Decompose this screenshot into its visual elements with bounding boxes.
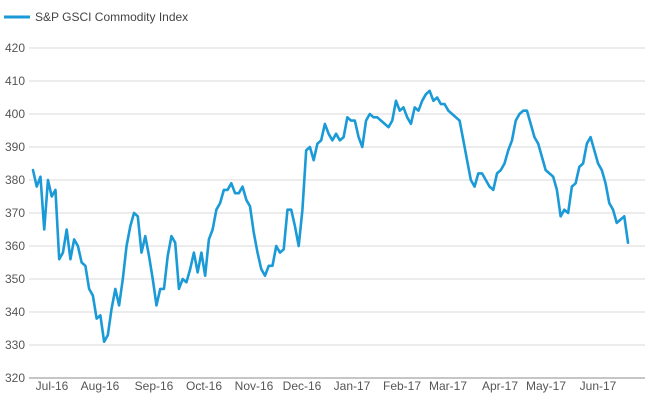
x-tick-label: May-17 (526, 379, 566, 393)
y-tick-label: 360 (5, 239, 25, 253)
legend: S&P GSCI Commodity Index (4, 10, 188, 24)
y-tick-label: 410 (5, 74, 25, 88)
x-tick-label: Apr-17 (482, 379, 518, 393)
legend-label: S&P GSCI Commodity Index (35, 10, 188, 24)
y-tick-label: 380 (5, 173, 25, 187)
y-axis-ticks: 320 330 340 350 360 370 380 390 400 410 420 (5, 41, 25, 385)
y-tick-label: 370 (5, 206, 25, 220)
y-tick-label: 340 (5, 305, 25, 319)
x-tick-label: Jan-17 (334, 379, 371, 393)
y-tick-label: 420 (5, 41, 25, 55)
x-tick-label: Jul-16 (36, 379, 69, 393)
x-tick-label: Sep-16 (135, 379, 174, 393)
y-tick-label: 350 (5, 272, 25, 286)
x-tick-label: Jun-17 (580, 379, 617, 393)
x-tick-label: Oct-16 (186, 379, 222, 393)
series-layer (31, 89, 630, 344)
x-tick-label: Aug-16 (81, 379, 120, 393)
y-tick-label: 390 (5, 140, 25, 154)
gridlines (29, 47, 645, 346)
series-line (31, 89, 630, 344)
x-tick-label: Nov-16 (235, 379, 274, 393)
x-tick-label: Dec-16 (283, 379, 322, 393)
y-tick-label: 320 (5, 371, 25, 385)
y-tick-label: 330 (5, 338, 25, 352)
x-axis-ticks: Jul-16 Aug-16 Sep-16 Oct-16 Nov-16 Dec-16 Jan-… (36, 379, 617, 393)
x-tick-label: Feb-17 (383, 379, 421, 393)
y-tick-label: 400 (5, 107, 25, 121)
x-tick-label: Mar-17 (429, 379, 467, 393)
